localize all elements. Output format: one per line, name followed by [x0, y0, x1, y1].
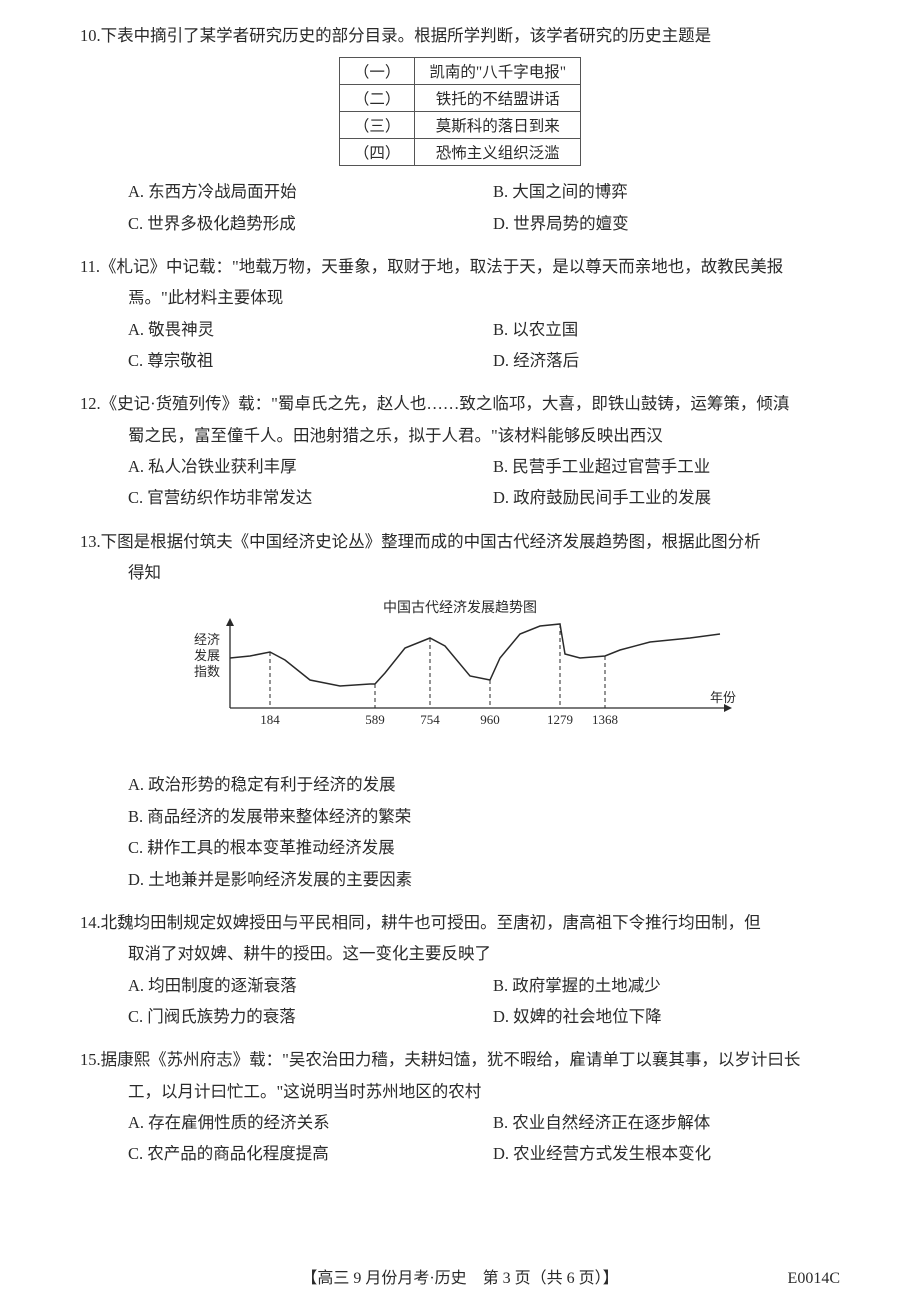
q12-stem: 12.《史记·货殖列传》载："蜀卓氏之先，赵人也……致之临邛，大喜，即铁山鼓铸，… [80, 388, 840, 451]
question-13: 13.下图是根据付筑夫《中国经济史论丛》整理而成的中国古代经济发展趋势图，根据此… [80, 526, 840, 895]
q12-option-b: B. 民营手工业超过官营手工业 [493, 451, 840, 482]
q15-stem-l1: 据康熙《苏州府志》载："吴农治田力穑，夫耕妇馌，犹不暇给，雇请单丁以襄其事，以岁… [101, 1050, 801, 1069]
q10-r4c2: 恐怖主义组织泛滥 [415, 139, 581, 166]
q14-option-a: A. 均田制度的逐渐衰落 [128, 970, 493, 1001]
q13-stem-l2: 得知 [80, 557, 840, 588]
q15-stem-l2: 工，以月计曰忙工。"这说明当时苏州地区的农村 [80, 1076, 840, 1107]
question-10: 10.下表中摘引了某学者研究历史的部分目录。根据所学判断，该学者研究的历史主题是… [80, 20, 840, 239]
q13-option-b: B. 商品经济的发展带来整体经济的繁荣 [128, 801, 840, 832]
q11-option-a: A. 敬畏神灵 [128, 314, 493, 345]
table-row: （三）莫斯科的落日到来 [339, 112, 580, 139]
q11-option-c: C. 尊宗敬祖 [128, 345, 493, 376]
q12-stem-l1: 《史记·货殖列传》载："蜀卓氏之先，赵人也……致之临邛，大喜，即铁山鼓铸，运筹策… [101, 394, 790, 413]
q11-options-row1: A. 敬畏神灵 B. 以农立国 [80, 314, 840, 345]
q12-option-a: A. 私人冶铁业获利丰厚 [128, 451, 493, 482]
q14-stem-l1: 北魏均田制规定奴婢授田与平民相同，耕牛也可授田。至唐初，唐高祖下令推行均田制，但 [101, 913, 761, 932]
svg-text:中国古代经济发展趋势图: 中国古代经济发展趋势图 [383, 600, 537, 616]
q12-number: 12. [80, 394, 101, 413]
q10-options-row1: A. 东西方冷战局面开始 B. 大国之间的博弈 [80, 176, 840, 207]
q14-number: 14. [80, 913, 101, 932]
q10-stem-text: 下表中摘引了某学者研究历史的部分目录。根据所学判断，该学者研究的历史主题是 [101, 26, 712, 45]
question-15: 15.据康熙《苏州府志》载："吴农治田力穑，夫耕妇馌，犹不暇给，雇请单丁以襄其事… [80, 1044, 840, 1169]
q13-option-c: C. 耕作工具的根本变革推动经济发展 [128, 832, 840, 863]
q14-option-c: C. 门阀氏族势力的衰落 [128, 1001, 493, 1032]
q14-stem-l2: 取消了对奴婢、耕牛的授田。这一变化主要反映了 [80, 938, 840, 969]
svg-text:经济: 经济 [194, 632, 220, 647]
q13-options: A. 政治形势的稳定有利于经济的发展 B. 商品经济的发展带来整体经济的繁荣 C… [80, 769, 840, 894]
q10-table: （一）凯南的"八千字电报" （二）铁托的不结盟讲话 （三）莫斯科的落日到来 （四… [339, 57, 581, 166]
q15-option-c: C. 农产品的商品化程度提高 [128, 1138, 493, 1169]
page-footer: 【高三 9 月份月考·历史 第 3 页（共 6 页）】 [0, 1264, 920, 1288]
q10-r1c1: （一） [339, 58, 415, 85]
svg-text:发展: 发展 [194, 648, 220, 663]
q15-stem: 15.据康熙《苏州府志》载："吴农治田力穑，夫耕妇馌，犹不暇给，雇请单丁以襄其事… [80, 1044, 840, 1107]
svg-text:年份: 年份 [710, 690, 736, 705]
q13-option-a: A. 政治形势的稳定有利于经济的发展 [128, 769, 840, 800]
q10-r4c1: （四） [339, 139, 415, 166]
q11-option-b: B. 以农立国 [493, 314, 840, 345]
q10-r1c2: 凯南的"八千字电报" [415, 58, 581, 85]
q15-option-a: A. 存在雇佣性质的经济关系 [128, 1107, 493, 1138]
q14-options-row1: A. 均田制度的逐渐衰落 B. 政府掌握的土地减少 [80, 970, 840, 1001]
q10-option-a: A. 东西方冷战局面开始 [128, 176, 493, 207]
q11-stem-l2: 焉。"此材料主要体现 [80, 282, 840, 313]
q10-r2c2: 铁托的不结盟讲话 [415, 85, 581, 112]
q12-stem-l2: 蜀之民，富至僮千人。田池射猎之乐，拟于人君。"该材料能够反映出西汉 [80, 420, 840, 451]
footer-text: 【高三 9 月份月考·历史 第 3 页（共 6 页）】 [301, 1264, 618, 1288]
q14-stem: 14.北魏均田制规定奴婢授田与平民相同，耕牛也可授田。至唐初，唐高祖下令推行均田… [80, 907, 840, 970]
q11-options-row2: C. 尊宗敬祖 D. 经济落后 [80, 345, 840, 376]
q10-r3c2: 莫斯科的落日到来 [415, 112, 581, 139]
q13-stem: 13.下图是根据付筑夫《中国经济史论丛》整理而成的中国古代经济发展趋势图，根据此… [80, 526, 840, 589]
svg-text:指数: 指数 [194, 664, 220, 679]
svg-text:184: 184 [260, 712, 280, 727]
table-row: （四）恐怖主义组织泛滥 [339, 139, 580, 166]
q13-chart: 中国古代经济发展趋势图经济发展指数年份 184 589 754 960 1279 1368 [180, 598, 740, 763]
svg-text:754: 754 [420, 712, 440, 727]
q11-stem-l1: 《札记》中记载："地载万物，天垂象，取财于地，取法于天，是以尊天而亲地也，故教民… [100, 257, 783, 276]
q12-options-row1: A. 私人冶铁业获利丰厚 B. 民营手工业超过官营手工业 [80, 451, 840, 482]
q15-options-row1: A. 存在雇佣性质的经济关系 B. 农业自然经济正在逐步解体 [80, 1107, 840, 1138]
table-row: （二）铁托的不结盟讲话 [339, 85, 580, 112]
q10-r3c1: （三） [339, 112, 415, 139]
svg-text:1368: 1368 [592, 712, 618, 727]
svg-text:960: 960 [480, 712, 500, 727]
svg-text:1279: 1279 [547, 712, 573, 727]
q11-stem: 11.《札记》中记载："地载万物，天垂象，取财于地，取法于天，是以尊天而亲地也，… [80, 251, 840, 314]
q13-number: 13. [80, 532, 101, 551]
q10-option-b: B. 大国之间的博弈 [493, 176, 840, 207]
q10-options-row2: C. 世界多极化趋势形成 D. 世界局势的嬗变 [80, 208, 840, 239]
q15-option-d: D. 农业经营方式发生根本变化 [493, 1138, 840, 1169]
q10-r2c1: （二） [339, 85, 415, 112]
q13-option-d: D. 土地兼并是影响经济发展的主要因素 [128, 864, 840, 895]
q15-option-b: B. 农业自然经济正在逐步解体 [493, 1107, 840, 1138]
q12-options-row2: C. 官营纺织作坊非常发达 D. 政府鼓励民间手工业的发展 [80, 482, 840, 513]
q11-number: 11. [80, 257, 100, 276]
q12-option-d: D. 政府鼓励民间手工业的发展 [493, 482, 840, 513]
svg-text:589: 589 [365, 712, 385, 727]
q10-option-d: D. 世界局势的嬗变 [493, 208, 840, 239]
q10-number: 10. [80, 26, 101, 45]
q14-option-b: B. 政府掌握的土地减少 [493, 970, 840, 1001]
q15-options-row2: C. 农产品的商品化程度提高 D. 农业经营方式发生根本变化 [80, 1138, 840, 1169]
q10-option-c: C. 世界多极化趋势形成 [128, 208, 493, 239]
question-14: 14.北魏均田制规定奴婢授田与平民相同，耕牛也可授田。至唐初，唐高祖下令推行均田… [80, 907, 840, 1032]
q11-option-d: D. 经济落后 [493, 345, 840, 376]
economy-trend-chart: 中国古代经济发展趋势图经济发展指数年份 184 589 754 960 1279 1368 [180, 598, 740, 758]
q12-option-c: C. 官营纺织作坊非常发达 [128, 482, 493, 513]
footer-code: E0014C [788, 1270, 840, 1288]
q10-stem: 10.下表中摘引了某学者研究历史的部分目录。根据所学判断，该学者研究的历史主题是 [80, 20, 840, 51]
question-12: 12.《史记·货殖列传》载："蜀卓氏之先，赵人也……致之临邛，大喜，即铁山鼓铸，… [80, 388, 840, 513]
q13-stem-l1: 下图是根据付筑夫《中国经济史论丛》整理而成的中国古代经济发展趋势图，根据此图分析 [101, 532, 761, 551]
table-row: （一）凯南的"八千字电报" [339, 58, 580, 85]
q14-options-row2: C. 门阀氏族势力的衰落 D. 奴婢的社会地位下降 [80, 1001, 840, 1032]
question-11: 11.《札记》中记载："地载万物，天垂象，取财于地，取法于天，是以尊天而亲地也，… [80, 251, 840, 376]
q15-number: 15. [80, 1050, 101, 1069]
q14-option-d: D. 奴婢的社会地位下降 [493, 1001, 840, 1032]
